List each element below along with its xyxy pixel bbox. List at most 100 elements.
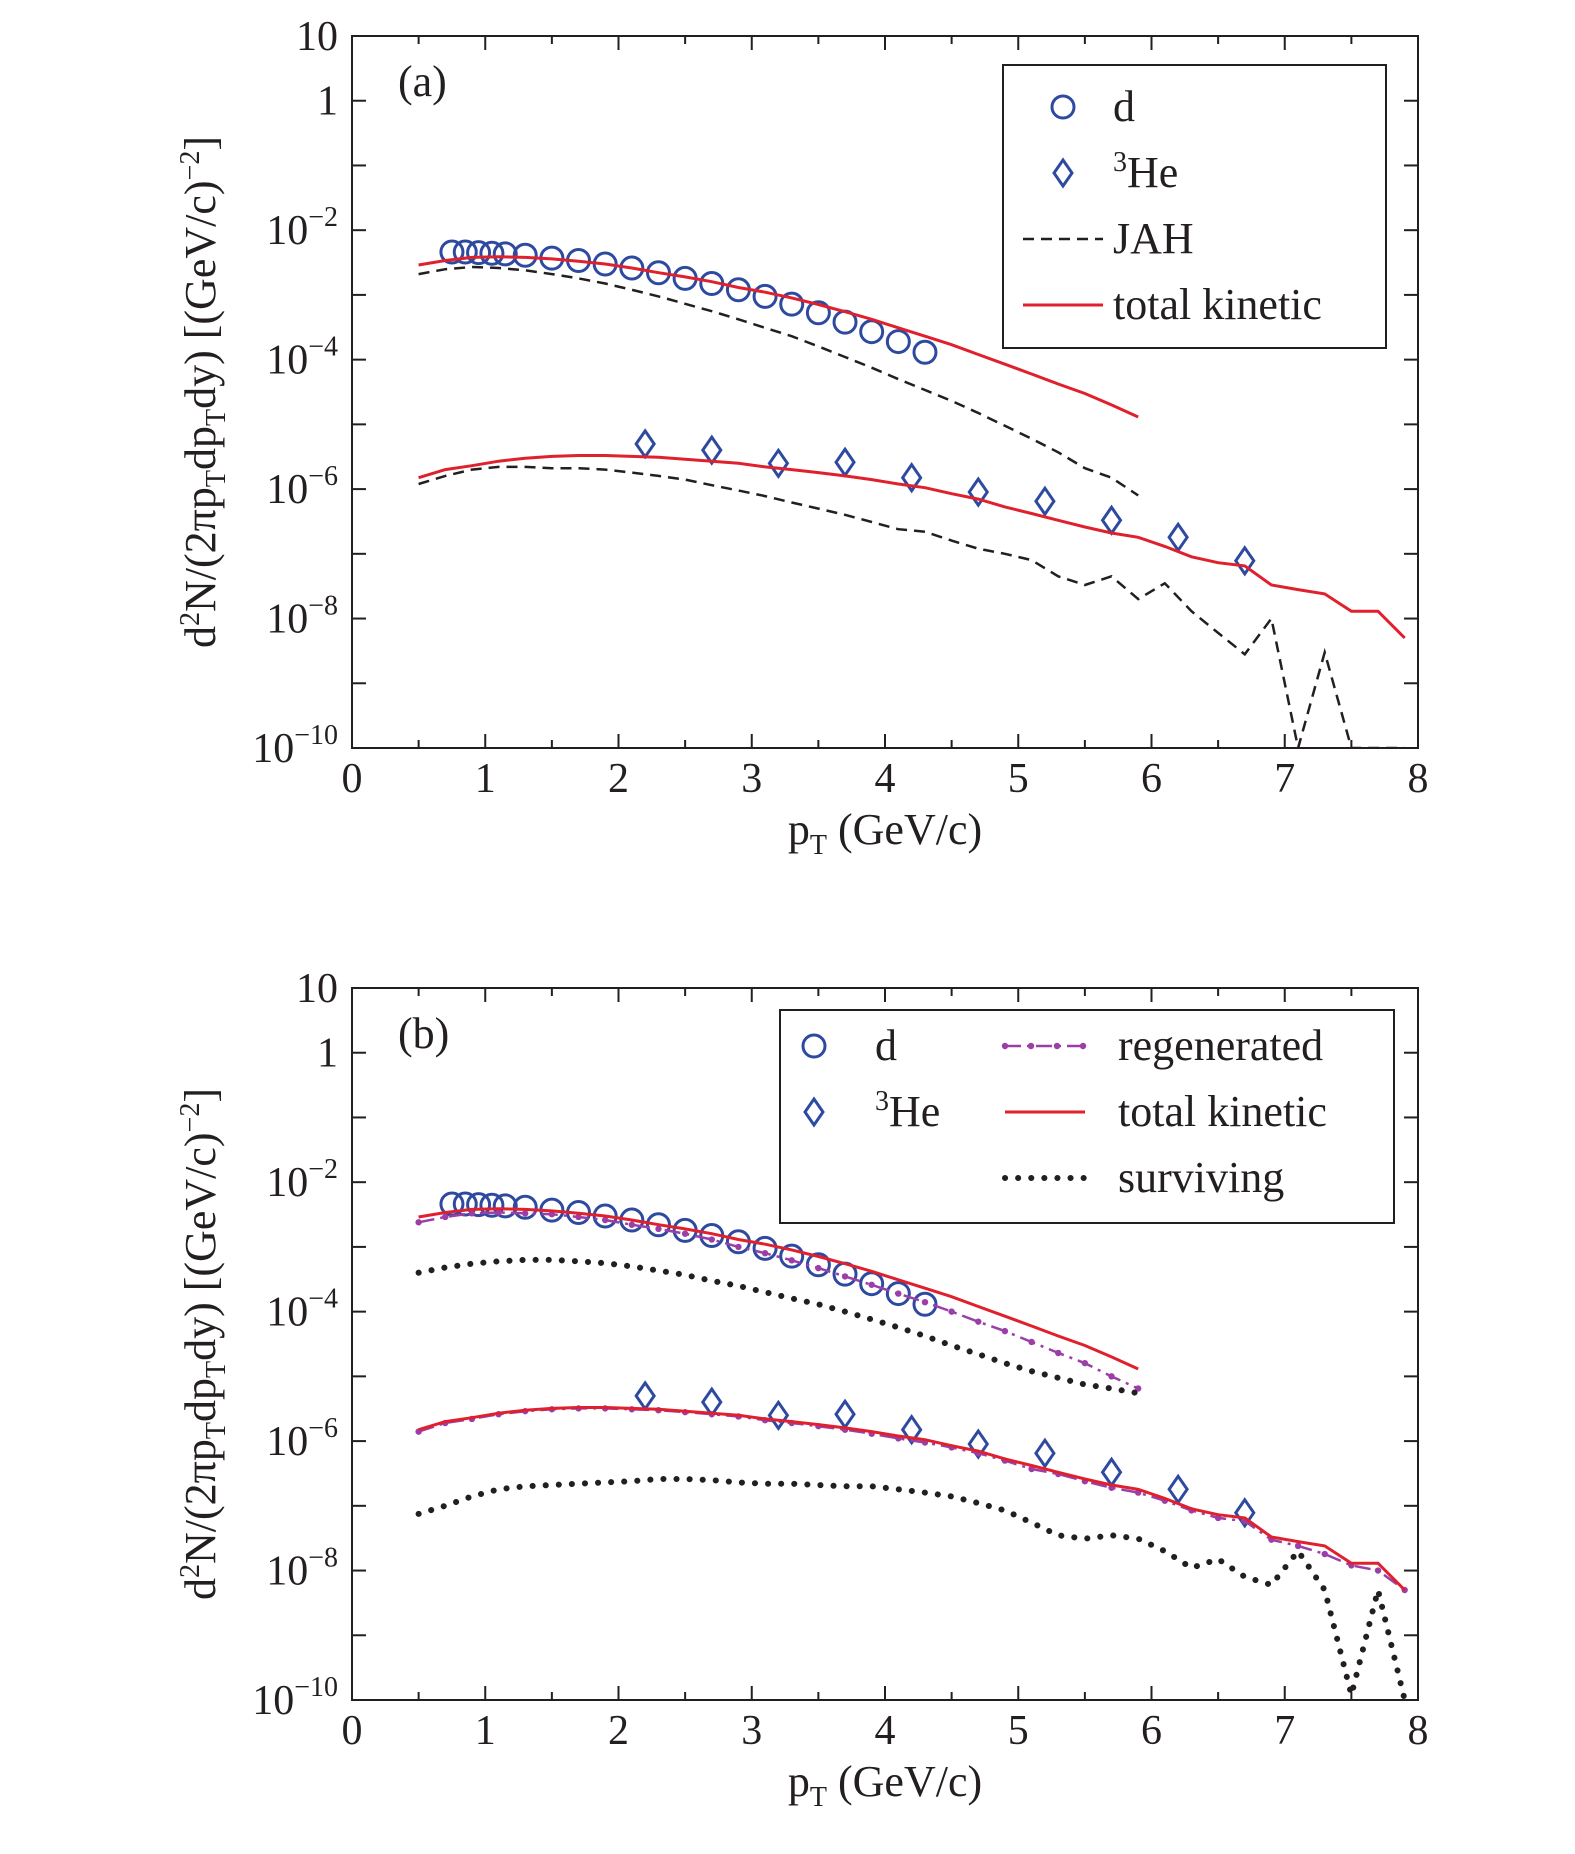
he3-marker — [1034, 1437, 1056, 1469]
y-tick-label: 10 — [296, 14, 338, 60]
regenerated-point — [522, 1210, 529, 1217]
x-tick-label: 8 — [1408, 756, 1429, 802]
he3-marker — [634, 428, 656, 460]
x-tick-label: 1 — [475, 1708, 496, 1754]
x-tick-label: 4 — [875, 1708, 896, 1754]
chart-panel-a: 0 1 2 3 4 5 6 7 8 10 1 10−2 10−4 10−6 10−8 10−10 pT (GeV… — [175, 14, 1429, 861]
d-marker — [452, 239, 478, 265]
regenerated-point — [868, 1281, 875, 1288]
chart-panel-b: 0 1 2 3 4 5 6 7 8 10 1 10−2 10−4 10−6 10−8 10−10 pT (GeV… — [175, 966, 1429, 1813]
x-tick-label: 6 — [1141, 756, 1162, 802]
regenerated-point — [735, 1243, 742, 1251]
regenerated-point — [1134, 1385, 1142, 1392]
d-marker — [619, 1207, 645, 1233]
d-marker — [439, 239, 465, 265]
he3-marker — [1233, 1497, 1256, 1529]
x-tick-label: 6 — [1141, 1708, 1162, 1754]
regenerated-point — [601, 1216, 609, 1224]
regenerated-point — [575, 1213, 582, 1221]
x-tick-label: 0 — [342, 1708, 363, 1754]
x-tick-label: 4 — [875, 756, 896, 802]
legend-label: total kinetic — [1113, 280, 1322, 329]
legend: d 3He regenerated total kinetic surviving — [779, 1009, 1395, 1224]
series-dashdot-purple-line — [418, 1211, 1139, 1390]
panel-label: (a) — [398, 57, 447, 106]
legend: d 3He JAH total kinetic — [1002, 64, 1387, 349]
he3-marker — [1034, 485, 1056, 517]
legend-he3-icon — [803, 1096, 825, 1128]
y-axis-label: d2N/(2πpTdpTdy) [(GeV/c)−2] — [175, 136, 232, 648]
y-tick-label: 10−6 — [266, 461, 338, 513]
regenerated-point — [948, 1308, 955, 1315]
regenerated-point — [1028, 1338, 1035, 1346]
y-tick-label: 10−2 — [266, 202, 338, 254]
x-tick-label: 5 — [1008, 756, 1029, 802]
d-marker — [859, 319, 885, 345]
series-dashed-black-line — [418, 465, 1405, 748]
legend-d-icon — [1050, 94, 1076, 120]
y-tick-label: 10 — [296, 966, 338, 1012]
legend-regenerated-point — [1053, 1042, 1061, 1050]
y-tick-label: 1 — [317, 79, 338, 125]
regenerated-point — [548, 1211, 556, 1218]
y-tick-label: 10−10 — [252, 1672, 338, 1724]
series-solid-red-line — [418, 1406, 1406, 1592]
y-tick-label: 10−8 — [266, 591, 338, 643]
y-tick-label: 10−4 — [266, 1284, 338, 1336]
he3-marker — [1167, 1473, 1189, 1505]
he3-marker — [1233, 545, 1256, 577]
legend-box — [1002, 64, 1387, 349]
x-tick-label: 7 — [1274, 756, 1295, 802]
series-solid-red-line — [418, 1207, 1139, 1371]
d-marker — [885, 1281, 911, 1307]
he3-marker — [834, 446, 856, 478]
d-marker — [779, 1243, 805, 1269]
legend-regenerated-point — [1079, 1042, 1087, 1050]
x-tick-label: 1 — [475, 756, 496, 802]
x-tick-label: 7 — [1274, 1708, 1295, 1754]
he3-marker — [1100, 504, 1123, 536]
regenerated-point — [1108, 1373, 1115, 1380]
y-tick-label: 10−4 — [266, 332, 338, 384]
regenerated-point — [681, 1230, 689, 1237]
legend-label: regenerated — [1118, 1021, 1323, 1070]
regenerated-point — [895, 1290, 902, 1297]
series-dashed-black-line — [418, 265, 1139, 497]
he3-marker — [1167, 521, 1189, 553]
x-axis-label: pT (GeV/c) — [788, 1757, 982, 1813]
he3-marker — [834, 1398, 856, 1430]
d-marker — [452, 1191, 478, 1217]
d-marker — [492, 1193, 518, 1219]
legend-label: 3He — [875, 1086, 940, 1136]
regenerated-point — [442, 1213, 449, 1221]
d-marker — [479, 1192, 505, 1218]
regenerated-point — [655, 1225, 662, 1233]
d-marker — [466, 240, 492, 266]
legend-label: d — [1113, 82, 1135, 131]
d-marker — [912, 339, 938, 365]
legend-he3-icon — [1052, 157, 1074, 189]
regenerated-point — [415, 1219, 422, 1226]
regenerated-point — [1321, 1550, 1328, 1558]
x-tick-label: 3 — [741, 756, 762, 802]
legend-d-icon — [801, 1033, 827, 1059]
regenerated-point — [1055, 1349, 1062, 1357]
legend-label: JAH — [1113, 214, 1194, 263]
y-tick-label: 1 — [317, 1031, 338, 1077]
legend-regenerated-point — [1027, 1042, 1035, 1050]
d-marker — [752, 1235, 778, 1261]
he3-marker — [767, 1399, 790, 1431]
regenerated-point — [921, 1298, 929, 1306]
x-tick-label: 2 — [608, 1708, 629, 1754]
d-marker — [885, 329, 911, 355]
regenerated-point — [1294, 1542, 1302, 1550]
he3-marker — [967, 476, 990, 508]
he3-marker — [634, 1380, 656, 1412]
regenerated-point — [708, 1236, 715, 1243]
regenerated-point — [841, 1273, 849, 1280]
d-marker — [492, 241, 518, 267]
d-marker — [619, 255, 645, 281]
x-tick-label: 5 — [1008, 1708, 1029, 1754]
regenerated-point — [495, 1209, 502, 1216]
